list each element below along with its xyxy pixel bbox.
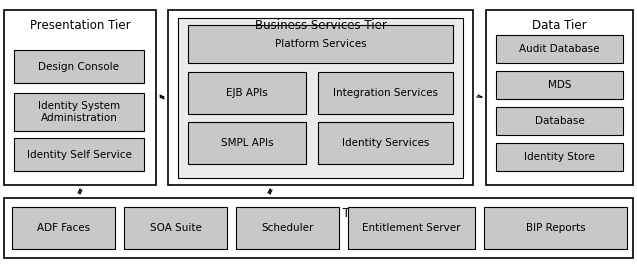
Bar	[188, 72, 306, 114]
Bar	[188, 25, 453, 63]
Text: SMPL APIs: SMPL APIs	[220, 138, 273, 148]
Bar	[168, 10, 473, 185]
Bar	[14, 138, 144, 171]
Text: MDS: MDS	[548, 80, 571, 90]
Bar	[318, 122, 453, 164]
Text: Design Console: Design Console	[38, 62, 120, 72]
Text: EJB APIs: EJB APIs	[226, 88, 268, 98]
Text: Scheduler: Scheduler	[261, 223, 313, 233]
Bar	[124, 207, 227, 249]
Text: Presentation Tier: Presentation Tier	[30, 19, 131, 32]
Bar	[486, 10, 633, 185]
Text: Entitlement Server: Entitlement Server	[362, 223, 461, 233]
Bar	[14, 50, 144, 83]
Text: Database: Database	[534, 116, 584, 126]
Text: Data Tier: Data Tier	[532, 19, 587, 32]
Text: Business Services Tier: Business Services Tier	[255, 19, 387, 32]
Text: Identity System
Administration: Identity System Administration	[38, 101, 120, 123]
Bar	[4, 198, 633, 258]
Text: Integration Services: Integration Services	[333, 88, 438, 98]
Text: SOA Suite: SOA Suite	[150, 223, 201, 233]
Bar	[496, 71, 623, 99]
Bar	[236, 207, 339, 249]
Text: Middleware Tier: Middleware Tier	[271, 207, 366, 220]
Bar	[496, 107, 623, 135]
Bar	[188, 122, 306, 164]
Bar	[318, 72, 453, 114]
Bar	[496, 35, 623, 63]
Text: Identity Self Service: Identity Self Service	[27, 149, 131, 159]
Bar	[178, 18, 463, 178]
Bar	[14, 93, 144, 131]
Bar	[348, 207, 475, 249]
Text: BIP Reports: BIP Reports	[526, 223, 585, 233]
Text: Identity Store: Identity Store	[524, 152, 595, 162]
Text: Audit Database: Audit Database	[519, 44, 600, 54]
Bar	[4, 10, 156, 185]
Text: Platform Services: Platform Services	[275, 39, 366, 49]
Bar	[496, 143, 623, 171]
Text: ADF Faces: ADF Faces	[37, 223, 90, 233]
Bar	[484, 207, 627, 249]
Text: Identity Services: Identity Services	[342, 138, 429, 148]
Bar	[12, 207, 115, 249]
